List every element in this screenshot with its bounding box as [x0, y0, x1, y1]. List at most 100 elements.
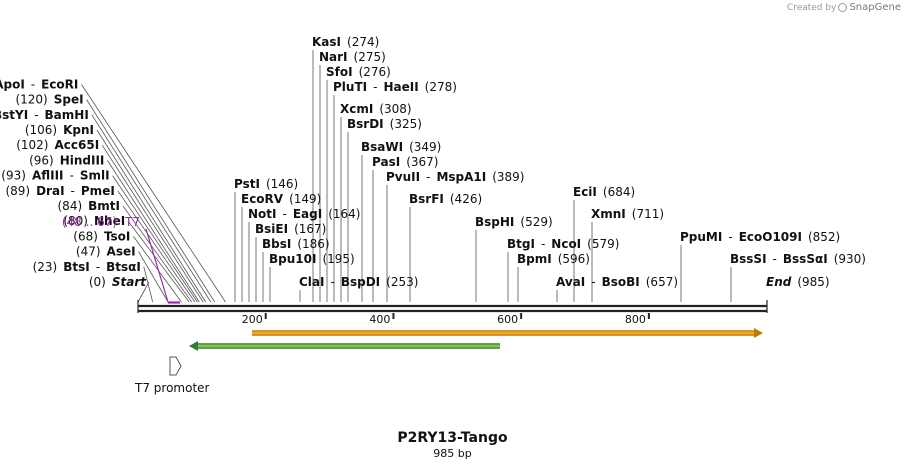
- enzyme-name: AflIII: [32, 169, 64, 183]
- site-label[interactable]: BtgI - NcoI (579): [507, 237, 619, 251]
- site-label[interactable]: (120) SpeI: [15, 93, 83, 107]
- enzyme-name: NcoI: [551, 237, 581, 251]
- site-position: (47): [76, 245, 101, 259]
- site-label[interactable]: (0) Start: [89, 275, 147, 289]
- credit-brand: SnapGene: [849, 2, 901, 13]
- site-position: (80): [63, 214, 88, 228]
- site-position: (930): [834, 252, 866, 266]
- enzyme-name: NarI: [319, 50, 348, 64]
- enzyme-name: NotI: [248, 207, 277, 221]
- site-label[interactable]: SfoI (276): [326, 65, 391, 79]
- site-label[interactable]: (114)MflI *-BstYI-BamHI: [0, 108, 89, 122]
- site-label[interactable]: BsrFI (426): [409, 192, 482, 206]
- site-label[interactable]: XmnI (711): [591, 207, 664, 221]
- site-label[interactable]: EciI (684): [573, 185, 635, 199]
- site-label[interactable]: End (985): [766, 275, 830, 289]
- site-label[interactable]: (106) KpnI: [25, 123, 94, 137]
- site-label[interactable]: PasI (367): [372, 155, 438, 169]
- site-label[interactable]: BsiEI (167): [255, 222, 326, 236]
- site-label[interactable]: (80) NheI: [63, 214, 125, 228]
- site-label[interactable]: PstI (146): [234, 177, 298, 191]
- site-label[interactable]: (23) BtsI - BtsαI: [33, 260, 141, 274]
- enzyme-name: EcoO109I: [739, 230, 802, 244]
- snapgene-credit: Created by SnapGene: [787, 2, 901, 13]
- enzyme-name: HaeII: [383, 80, 418, 94]
- t7-primer-label[interactable]: (48 .. 67) T7: [62, 215, 140, 229]
- enzyme-name: PstI: [234, 177, 260, 191]
- site-position: (93): [1, 169, 26, 183]
- site-label[interactable]: Bpu10I (195): [269, 252, 355, 266]
- site-label[interactable]: (102) Acc65I: [16, 138, 99, 152]
- site-label[interactable]: BpmI (596): [517, 252, 590, 266]
- enzyme-name: BspDI: [341, 275, 380, 289]
- site-position: (68): [73, 229, 98, 243]
- enzyme-name: MspA1I: [436, 170, 486, 184]
- enzyme-name: BssSI: [730, 252, 767, 266]
- enzyme-name: PmeI: [81, 184, 115, 198]
- site-leader-line: [122, 205, 192, 303]
- site-position: (579): [587, 237, 619, 251]
- site-label[interactable]: KasI (274): [312, 35, 379, 49]
- site-leader-line: [117, 190, 196, 303]
- site-position: (84): [58, 199, 83, 213]
- site-position: (367): [406, 155, 438, 169]
- site-label[interactable]: (96) HindIII: [29, 153, 104, 167]
- site-label[interactable]: (84) BmtI: [58, 199, 121, 213]
- enzyme-name: BtsαI: [106, 260, 141, 274]
- site-leader-line: [96, 129, 207, 303]
- site-position: (0): [89, 275, 106, 289]
- enzyme-name: TsoI: [104, 229, 130, 243]
- primer-name: T7: [124, 215, 140, 229]
- site-label[interactable]: PpuMI - EcoO109I (852): [680, 230, 840, 244]
- site-label[interactable]: BssSI - BssSαI (930): [730, 252, 866, 266]
- enzyme-name: BsiEI: [255, 222, 288, 236]
- enzyme-name: EcoRV: [241, 192, 284, 206]
- site-position: (711): [632, 207, 664, 221]
- enzyme-name: PpuMI: [680, 230, 722, 244]
- site-position: (106): [25, 123, 57, 137]
- axis-tick-label: 600: [497, 313, 518, 326]
- site-label[interactable]: PvuII - MspA1I (389): [386, 170, 525, 184]
- enzyme-name: SfoI: [326, 65, 353, 79]
- primer-range: (48 .. 67): [62, 215, 117, 229]
- site-label[interactable]: (68) TsoI: [73, 229, 130, 243]
- green-feature[interactable]: [189, 341, 500, 351]
- site-position: (278): [425, 80, 457, 94]
- t7-promoter-icon[interactable]: [169, 356, 182, 376]
- enzyme-name: PluTI: [333, 80, 367, 94]
- site-label[interactable]: (93) AflIII - SmlI: [1, 169, 109, 183]
- enzyme-name: BsaWI: [361, 140, 403, 154]
- enzyme-name: Acc65I: [55, 138, 100, 152]
- site-label[interactable]: BbsI (186): [262, 237, 330, 251]
- site-label[interactable]: ClaI - BspDI (253): [299, 275, 418, 289]
- site-label[interactable]: XcmI (308): [340, 102, 412, 116]
- site-position: (146): [266, 177, 298, 191]
- t7-promoter-label: T7 promoter: [134, 381, 210, 395]
- site-label[interactable]: AvaI - BsoBI (657): [556, 275, 678, 289]
- site-position: (96): [29, 153, 54, 167]
- site-label[interactable]: (137)ApoI-EcoRI: [0, 77, 78, 91]
- site-leader-line: [137, 281, 150, 303]
- enzyme-name: SpeI: [54, 93, 84, 107]
- enzyme-name: End: [766, 275, 792, 289]
- site-position: (89): [5, 184, 30, 198]
- site-leader-line: [81, 84, 226, 303]
- site-label[interactable]: NarI (275): [319, 50, 386, 64]
- orange-feature[interactable]: [252, 328, 763, 338]
- site-label[interactable]: (47) AseI: [76, 245, 136, 259]
- site-label[interactable]: (89) DraI - PmeI: [5, 184, 114, 198]
- axis-tick-label: 200: [242, 313, 263, 326]
- site-label[interactable]: PluTI - HaeII (278): [333, 80, 457, 94]
- site-position: (274): [347, 35, 379, 49]
- site-label[interactable]: BsrDI (325): [347, 117, 422, 131]
- site-label[interactable]: NotI - EagI (164): [248, 207, 360, 221]
- site-leader-line: [127, 220, 190, 303]
- enzyme-name: KpnI: [63, 123, 94, 137]
- site-position: (186): [297, 237, 329, 251]
- site-position: (120): [15, 93, 47, 107]
- site-position: (164): [328, 207, 360, 221]
- site-label[interactable]: EcoRV (149): [241, 192, 321, 206]
- site-label[interactable]: BspHI (529): [475, 215, 553, 229]
- site-position: (349): [409, 140, 441, 154]
- site-label[interactable]: BsaWI (349): [361, 140, 441, 154]
